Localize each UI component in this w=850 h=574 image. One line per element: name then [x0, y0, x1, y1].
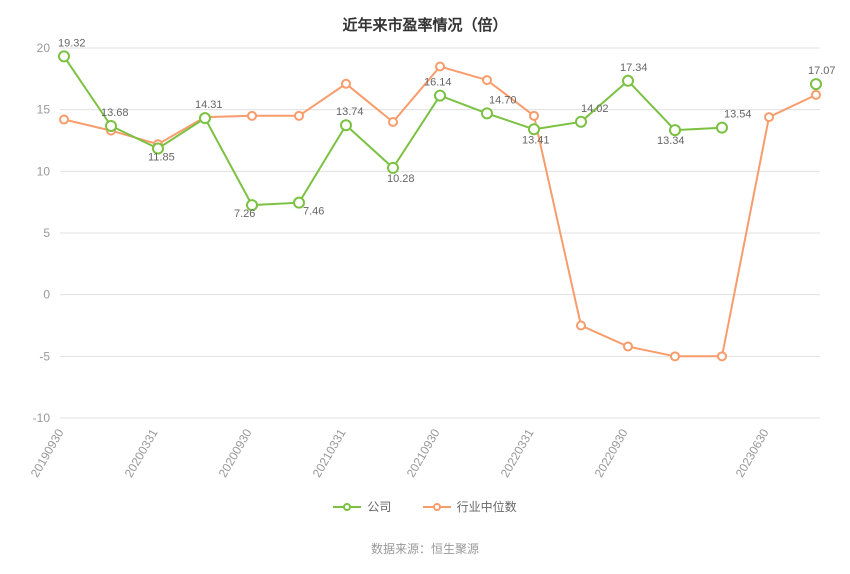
svg-text:13.54: 13.54: [724, 109, 752, 121]
svg-text:-10: -10: [33, 411, 51, 425]
legend-swatch-industry: [423, 500, 451, 514]
svg-text:19.32: 19.32: [58, 37, 86, 49]
svg-text:13.74: 13.74: [336, 106, 364, 118]
svg-text:5: 5: [43, 226, 50, 240]
svg-text:17.07: 17.07: [808, 65, 836, 77]
legend-label-company: 公司: [367, 498, 391, 515]
svg-text:14.70: 14.70: [489, 94, 517, 106]
svg-text:20200331: 20200331: [122, 426, 161, 480]
svg-text:11.85: 11.85: [148, 152, 175, 164]
svg-text:15: 15: [37, 103, 51, 117]
svg-text:0: 0: [43, 288, 50, 302]
svg-text:20220930: 20220930: [592, 426, 631, 480]
svg-text:20210930: 20210930: [404, 426, 443, 480]
svg-text:10: 10: [37, 164, 51, 178]
svg-text:20220331: 20220331: [498, 426, 537, 480]
legend: 公司 行业中位数: [0, 498, 850, 517]
svg-text:7.26: 7.26: [234, 208, 255, 220]
legend-label-industry: 行业中位数: [457, 498, 517, 515]
chart-title: 近年来市盈率情况（倍）: [0, 0, 850, 39]
legend-swatch-company: [333, 500, 361, 514]
svg-text:17.34: 17.34: [620, 62, 648, 74]
svg-text:13.68: 13.68: [101, 107, 129, 119]
source-text: 数据来源：恒生聚源: [0, 540, 850, 557]
legend-marker-industry: [433, 503, 441, 511]
svg-text:20200930: 20200930: [216, 426, 255, 480]
svg-text:20190930: 20190930: [28, 426, 67, 480]
legend-item-industry: 行业中位数: [423, 498, 517, 515]
svg-text:20210331: 20210331: [310, 426, 349, 480]
plot-svg: -10-505101520201909302020033120200930202…: [60, 48, 820, 418]
chart-container: 近年来市盈率情况（倍） -10-505101520201909302020033…: [0, 0, 850, 574]
svg-text:13.34: 13.34: [657, 135, 685, 147]
svg-text:16.14: 16.14: [424, 77, 452, 89]
svg-text:20: 20: [37, 41, 51, 55]
svg-text:14.31: 14.31: [195, 99, 223, 111]
svg-text:7.46: 7.46: [303, 206, 324, 218]
svg-text:20230630: 20230630: [733, 426, 772, 480]
svg-text:-5: -5: [39, 349, 50, 363]
svg-text:14.02: 14.02: [581, 103, 609, 115]
legend-item-company: 公司: [333, 498, 391, 515]
svg-text:13.41: 13.41: [522, 134, 550, 146]
legend-marker-company: [343, 503, 351, 511]
plot-area: -10-505101520201909302020033120200930202…: [60, 48, 820, 418]
svg-text:10.28: 10.28: [387, 173, 415, 185]
